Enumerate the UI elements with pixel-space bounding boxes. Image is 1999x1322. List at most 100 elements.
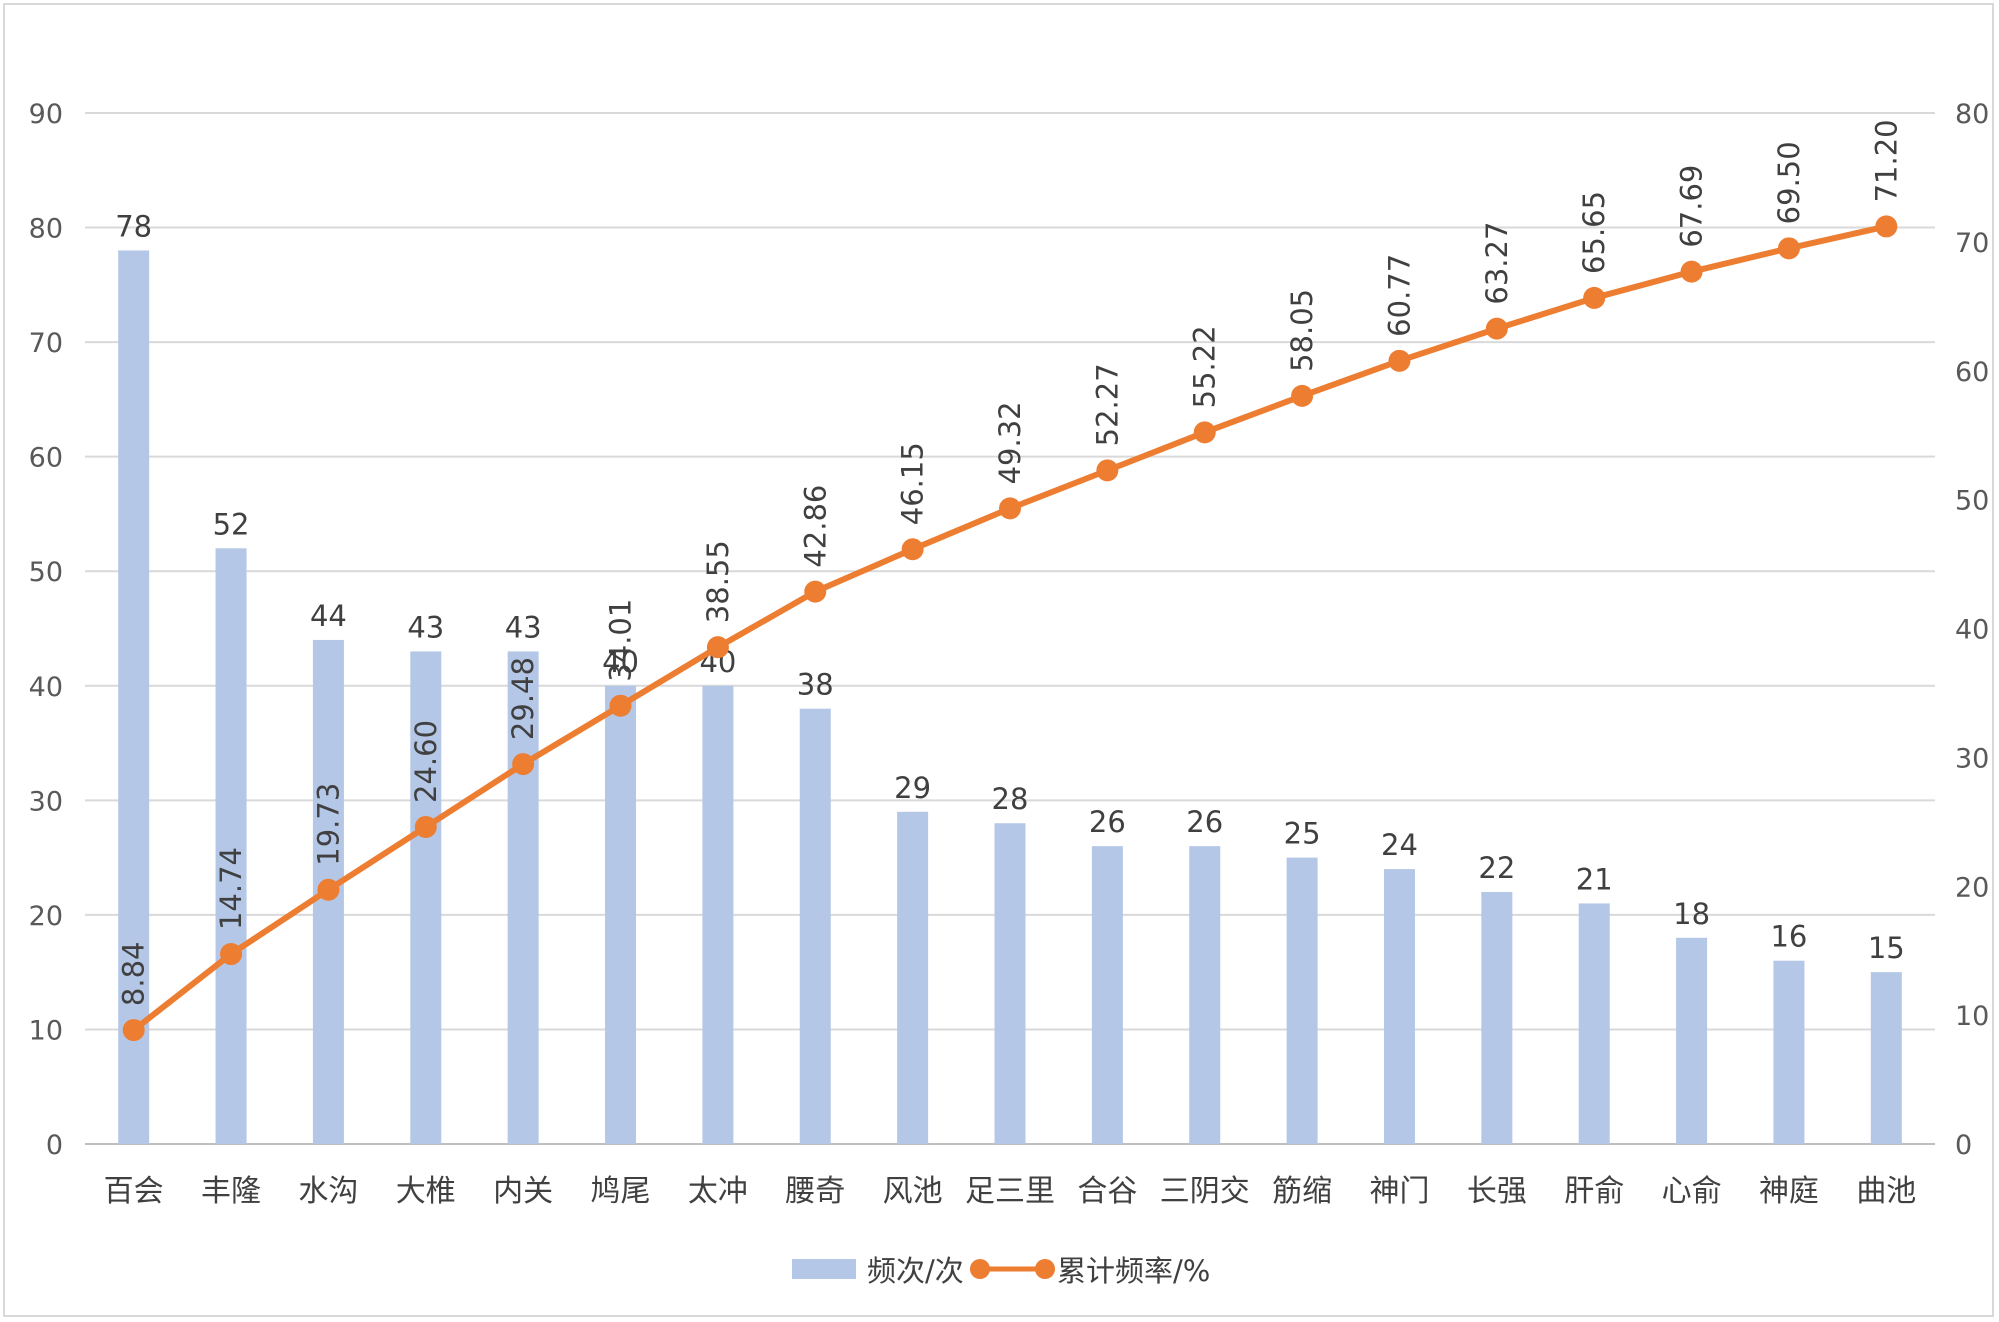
bar-label: 43 <box>505 610 542 644</box>
line-point <box>1777 237 1800 260</box>
bar-label: 15 <box>1868 931 1905 965</box>
line-label: 69.50 <box>1772 141 1806 224</box>
bar <box>1286 857 1318 1144</box>
category-label: 内关 <box>493 1174 553 1209</box>
bar-label: 78 <box>115 209 152 243</box>
category-label: 曲池 <box>1856 1174 1916 1209</box>
line-label: 34.01 <box>604 599 638 682</box>
line-point <box>220 943 243 966</box>
line-data-labels: 8.84 14.74 19.73 24.60 29.48 34.01 38.55 42.86 4… <box>117 119 1904 1006</box>
legend-bar-swatch <box>792 1259 856 1279</box>
bar-label: 28 <box>992 782 1029 816</box>
bar <box>1676 937 1708 1144</box>
line-point <box>414 815 437 838</box>
category-label: 肝俞 <box>1564 1174 1624 1209</box>
category-label: 百会 <box>104 1174 164 1209</box>
left-axis-tick: 80 <box>29 214 63 245</box>
line-point <box>901 538 924 561</box>
bar <box>507 651 539 1144</box>
bar-label: 18 <box>1673 897 1710 931</box>
right-axis-tick: 70 <box>1955 228 1989 259</box>
bar <box>702 685 734 1144</box>
gridlines <box>85 112 1935 1145</box>
bar-series <box>118 250 1902 1144</box>
bar-label: 43 <box>407 610 444 644</box>
category-label: 腰奇 <box>785 1174 845 1209</box>
legend-line-label: 累计频率/% <box>1057 1254 1210 1288</box>
bar <box>1481 891 1513 1144</box>
legend-bar-label: 频次/次 <box>867 1254 964 1288</box>
right-axis-tick: 30 <box>1955 743 1989 774</box>
line-label: 8.84 <box>117 941 151 1006</box>
bar <box>1383 869 1415 1144</box>
line-point <box>609 694 632 717</box>
bar-label: 22 <box>1478 851 1515 885</box>
left-axis-tick: 10 <box>29 1015 63 1046</box>
line-point <box>512 753 535 776</box>
bar-label: 25 <box>1284 817 1321 851</box>
bar-label: 52 <box>213 507 250 541</box>
legend-line-marker-right <box>1035 1259 1055 1279</box>
left-axis-tick: 70 <box>29 328 63 359</box>
category-label: 鸠尾 <box>591 1174 651 1209</box>
bar <box>897 811 929 1144</box>
line-point <box>1485 317 1508 340</box>
category-label: 神庭 <box>1759 1174 1819 1209</box>
right-axis-ticks: 0 10 20 30 40 50 60 70 80 <box>1955 99 1989 1161</box>
left-axis-tick: 90 <box>29 99 63 130</box>
bar-label: 38 <box>797 668 834 702</box>
right-axis-tick: 40 <box>1955 615 1989 646</box>
left-axis-tick: 40 <box>29 672 63 703</box>
right-axis-tick: 80 <box>1955 99 1989 130</box>
line-label: 52.27 <box>1090 363 1124 446</box>
right-axis-tick: 10 <box>1955 1001 1989 1032</box>
bar-label: 29 <box>894 771 931 805</box>
line-point <box>1680 260 1703 283</box>
line-label: 49.32 <box>993 401 1027 484</box>
line-label: 38.55 <box>701 540 735 623</box>
line-point <box>999 497 1021 520</box>
bar <box>410 651 442 1144</box>
legend-line-marker-left <box>970 1259 990 1279</box>
line-label: 71.20 <box>1869 119 1903 202</box>
category-label: 丰隆 <box>201 1174 261 1209</box>
bar <box>215 548 247 1144</box>
left-axis-tick: 30 <box>29 786 63 817</box>
bar <box>1578 903 1610 1144</box>
category-label: 心俞 <box>1662 1174 1722 1209</box>
left-axis-tick: 20 <box>29 901 63 932</box>
bar-label: 16 <box>1770 920 1807 954</box>
line-label: 60.77 <box>1382 254 1416 337</box>
line-point <box>706 636 729 659</box>
line-label: 65.65 <box>1577 191 1611 274</box>
line-label: 63.27 <box>1480 222 1514 305</box>
category-label: 大椎 <box>396 1174 456 1209</box>
line-label: 67.69 <box>1675 165 1709 248</box>
category-label: 三阴交 <box>1160 1174 1250 1209</box>
bar-label: 21 <box>1576 862 1613 896</box>
line-series <box>122 215 1898 1042</box>
bar-label: 44 <box>310 599 347 633</box>
bar <box>1773 960 1805 1144</box>
bar-label: 26 <box>1089 805 1126 839</box>
line-point <box>1388 349 1411 372</box>
line-point <box>1193 421 1216 444</box>
bar <box>1870 972 1902 1144</box>
category-label: 风池 <box>883 1174 943 1209</box>
left-axis-tick: 50 <box>29 557 63 588</box>
chart-frame: 0 10 20 30 40 50 60 70 80 90 0 10 20 30 40 50 60 70 80 78… <box>3 3 1994 1317</box>
bar <box>994 823 1026 1144</box>
bar <box>118 250 150 1144</box>
line-label: 46.15 <box>896 442 930 525</box>
line-point <box>122 1019 145 1042</box>
bar <box>1189 846 1221 1144</box>
line-point <box>1291 384 1314 407</box>
category-labels: 百会 丰隆 水沟 大椎 内关 鸠尾 太冲 腰奇 风池 足三里 合谷 三阴交 筋缩 神门 长强 肝俞 心俞 神庭 曲池 <box>104 1174 1917 1209</box>
line-label: 55.22 <box>1188 325 1222 408</box>
category-label: 足三里 <box>965 1174 1055 1209</box>
category-label: 太冲 <box>688 1174 748 1209</box>
line-point <box>804 580 827 603</box>
right-axis-tick: 0 <box>1955 1130 1972 1161</box>
category-label: 水沟 <box>298 1174 358 1209</box>
